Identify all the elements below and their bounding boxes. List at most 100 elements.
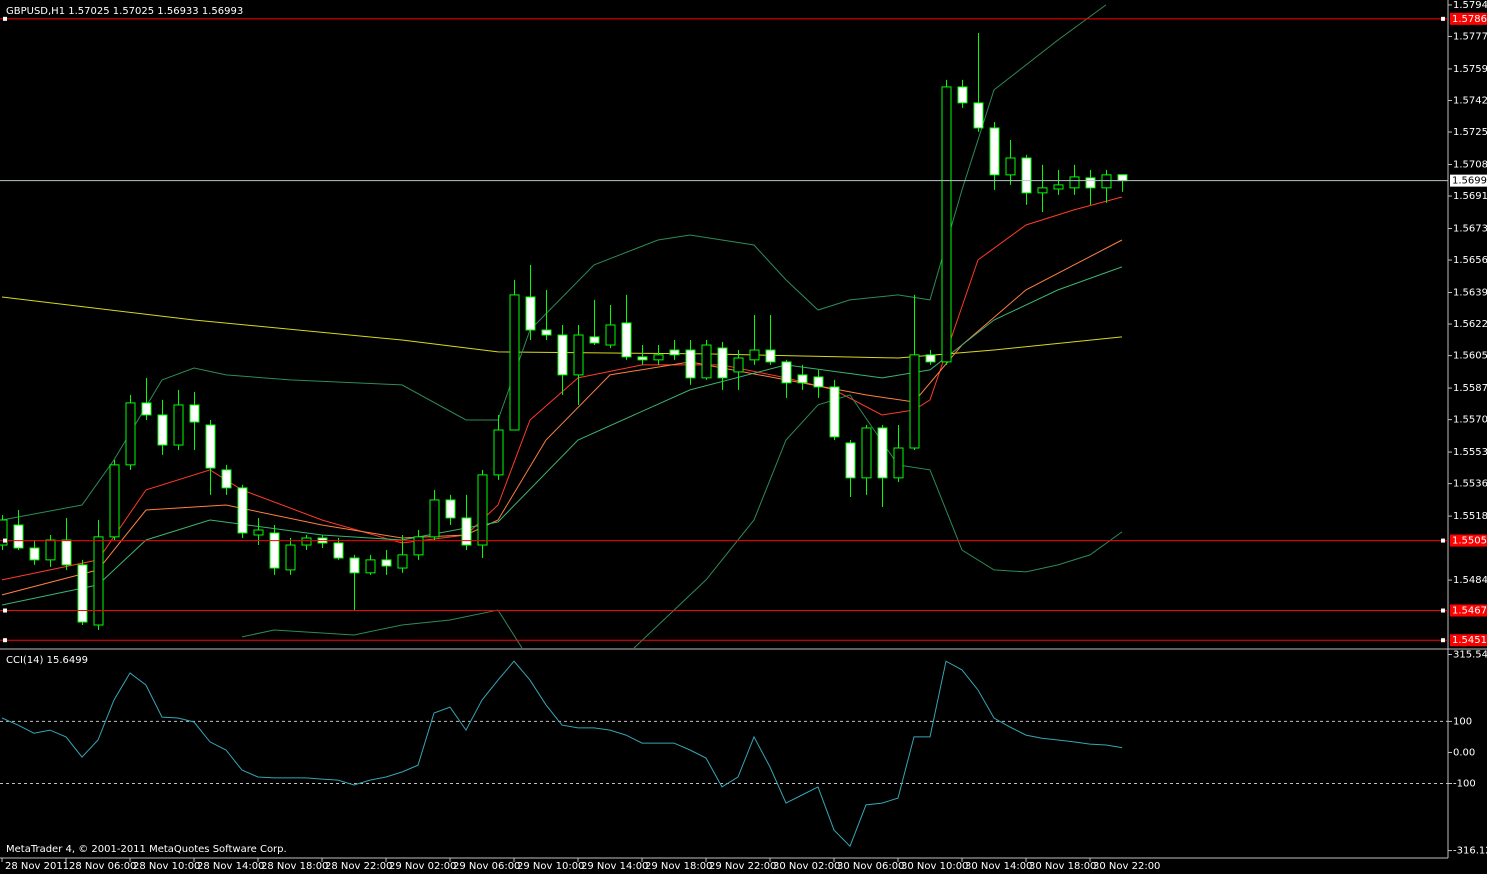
y-tick-label: 1.57595 bbox=[1453, 64, 1487, 75]
candle-body bbox=[205, 424, 216, 469]
candle-body bbox=[349, 557, 360, 574]
level-end bbox=[3, 538, 7, 543]
candle-body bbox=[509, 294, 520, 431]
y-tick-label: 1.55360 bbox=[1453, 479, 1487, 490]
price-label: 1.54676 bbox=[1452, 606, 1487, 617]
y-tick-label: 1.56565 bbox=[1453, 255, 1487, 266]
candle-body bbox=[669, 349, 680, 356]
y-tick-label: 1.57255 bbox=[1453, 127, 1487, 138]
y-tick-label: 1.56390 bbox=[1453, 288, 1487, 299]
candle-body bbox=[605, 324, 616, 346]
x-tick-label: 29 Nov 02:00 bbox=[389, 861, 456, 872]
y-tick-label: 1.56220 bbox=[1453, 319, 1487, 330]
price-label-box bbox=[1450, 12, 1487, 25]
candle-body bbox=[941, 86, 952, 363]
candle-body bbox=[461, 517, 472, 546]
level-end bbox=[1441, 538, 1445, 543]
candle-body bbox=[589, 336, 600, 344]
candle-body bbox=[973, 102, 984, 129]
x-tick-label: 30 Nov 22:00 bbox=[1093, 861, 1160, 872]
candle-body bbox=[957, 86, 968, 104]
x-tick-label: 30 Nov 06:00 bbox=[837, 861, 904, 872]
candle-body bbox=[29, 547, 40, 561]
level-end bbox=[1441, 608, 1445, 613]
candle-body bbox=[269, 532, 280, 569]
x-tick-label: 30 Nov 18:00 bbox=[1029, 861, 1096, 872]
indicator-line bbox=[241, 609, 523, 648]
y-tick-label: 1.57770 bbox=[1453, 31, 1487, 42]
candle-body bbox=[925, 354, 936, 363]
level-end bbox=[3, 608, 7, 613]
candle-body bbox=[45, 539, 56, 561]
candle-body bbox=[893, 447, 904, 479]
y-tick-label: 1.57940 bbox=[1453, 0, 1487, 11]
candle-body bbox=[445, 499, 456, 519]
indicator-line bbox=[1, 4, 1107, 521]
candle-body bbox=[653, 354, 664, 361]
candle-body bbox=[621, 322, 632, 358]
cci-panel bbox=[0, 660, 1448, 848]
candle-body bbox=[557, 334, 568, 376]
x-tick-label: 28 Nov 10:00 bbox=[133, 861, 200, 872]
indicator-line bbox=[1, 239, 1123, 596]
candle-body bbox=[573, 334, 584, 376]
x-tick-label: 29 Nov 18:00 bbox=[645, 861, 712, 872]
y-tick-label: 1.56735 bbox=[1453, 224, 1487, 235]
y-tick-label: 1.57425 bbox=[1453, 95, 1487, 106]
candle-body bbox=[797, 374, 808, 384]
price-label: 1.54516 bbox=[1452, 635, 1487, 646]
candle-body bbox=[77, 564, 88, 623]
candle-body bbox=[1101, 174, 1112, 189]
x-tick-label: 30 Nov 14:00 bbox=[965, 861, 1032, 872]
cci-line bbox=[1, 660, 1123, 848]
candle-body bbox=[253, 529, 264, 536]
candle-body bbox=[93, 536, 104, 626]
candle-body bbox=[141, 402, 152, 416]
candle-body bbox=[397, 554, 408, 569]
level-end bbox=[3, 638, 7, 643]
price-panel bbox=[0, 4, 1448, 648]
y-tick-label: 315.548 bbox=[1453, 649, 1487, 660]
candle-body bbox=[1021, 157, 1032, 194]
price-label-box bbox=[1450, 604, 1487, 617]
candle-body bbox=[221, 469, 232, 489]
candle-body bbox=[157, 414, 168, 446]
indicator-line bbox=[633, 394, 1123, 648]
candle-body bbox=[189, 404, 200, 423]
candle-body bbox=[429, 499, 440, 538]
candle-body bbox=[1069, 176, 1080, 189]
indicator-title: CCI(14) 15.6499 bbox=[6, 655, 88, 666]
y-tick-label: 1.55705 bbox=[1453, 415, 1487, 426]
x-tick-label: 28 Nov 18:00 bbox=[261, 861, 328, 872]
price-label: 1.56993 bbox=[1452, 176, 1487, 187]
candle-body bbox=[301, 537, 312, 546]
candle-body bbox=[1085, 177, 1096, 189]
x-tick-label: 28 Nov 14:00 bbox=[197, 861, 264, 872]
price-label-box bbox=[1450, 634, 1487, 647]
candle-body bbox=[381, 559, 392, 567]
candle-body bbox=[525, 296, 536, 331]
y-tick-label: 1.54840 bbox=[1453, 575, 1487, 586]
candle-body bbox=[109, 464, 120, 538]
candle-body bbox=[333, 542, 344, 559]
level-end bbox=[3, 16, 7, 21]
candle-body bbox=[1053, 184, 1064, 190]
candle-body bbox=[13, 524, 24, 549]
x-tick-label: 29 Nov 14:00 bbox=[581, 861, 648, 872]
candle-body bbox=[1117, 174, 1128, 182]
candle-body bbox=[685, 349, 696, 379]
price-label: 1.57865 bbox=[1452, 14, 1487, 25]
y-tick-label: 0.00 bbox=[1453, 747, 1475, 758]
y-tick-label: -316.128 bbox=[1453, 846, 1487, 857]
price-label: 1.55053 bbox=[1452, 536, 1487, 547]
footer: MetaTrader 4, © 2001-2011 MetaQuotes Sof… bbox=[6, 844, 287, 855]
y-tick-label: 1.55185 bbox=[1453, 511, 1487, 522]
candle-body bbox=[477, 474, 488, 546]
candle-body bbox=[701, 344, 712, 379]
x-tick-label: 30 Nov 10:00 bbox=[901, 861, 968, 872]
candle-body bbox=[989, 127, 1000, 176]
y-tick-label: 1.56910 bbox=[1453, 191, 1487, 202]
level-end bbox=[1441, 638, 1445, 643]
